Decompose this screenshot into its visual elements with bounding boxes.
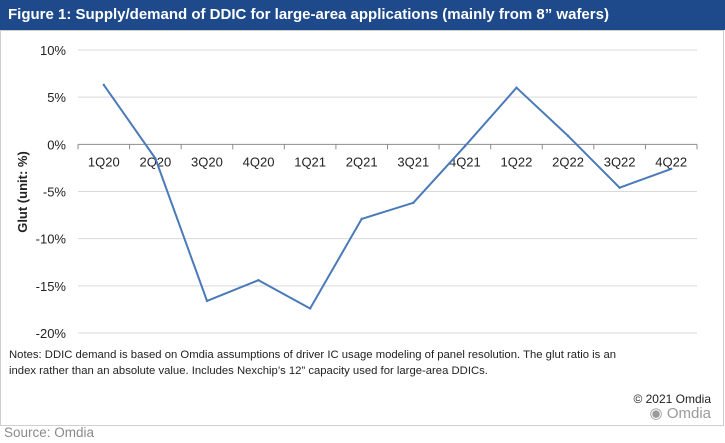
data-point [618, 186, 621, 189]
x-tick-label: 1Q22 [501, 154, 533, 169]
line-chart: 10%5%0%-5%-10%-15%-20% 1Q20 2Q20 3Q20 4Q20 1… [15, 43, 698, 341]
y-tick-label: -5% [43, 185, 67, 200]
x-tick-label: 3Q22 [604, 154, 636, 169]
data-point [102, 83, 105, 87]
copyright: © 2021 Omdia [633, 392, 711, 406]
title-bar: Figure 1: Supply/demand of DDIC for larg… [0, 0, 725, 30]
data-point [566, 134, 570, 138]
data-point [360, 217, 363, 221]
x-tick-label: 1Q20 [88, 154, 120, 169]
y-axis-ticks: 10% 5% 0% -5% -10% -15% -20% [36, 43, 67, 341]
chart-frame [0, 30, 724, 426]
data-point [154, 157, 157, 160]
data-point [670, 167, 673, 171]
x-tick-label: 3Q20 [191, 154, 223, 169]
y-tick-label: 10% [40, 43, 66, 58]
data-point [205, 299, 209, 303]
data-point [412, 201, 415, 205]
data-point [257, 278, 260, 282]
x-axis-ticks: 1Q20 2Q20 3Q20 4Q20 1Q21 2Q21 3Q21 4Q21 1Q22 2Q22… [88, 154, 687, 169]
y-tick-label: 0% [47, 137, 66, 152]
x-tick-label: 1Q21 [294, 154, 326, 169]
y-tick-label: -10% [36, 232, 67, 247]
y-tick-label: -15% [36, 279, 67, 294]
x-tick-label: 3Q21 [397, 154, 429, 169]
x-tick-label: 4Q20 [243, 154, 275, 169]
x-tick-label: 2Q21 [346, 154, 378, 169]
zero-axis [77, 143, 698, 150]
data-point [515, 86, 518, 89]
x-tick-label: 4Q22 [655, 154, 687, 169]
gridlines [78, 49, 697, 334]
y-axis-label: Glut (unit: %) [15, 151, 30, 233]
data-point [463, 145, 467, 148]
watermark: ◉ Omdia [650, 404, 711, 422]
y-tick-label: -20% [36, 326, 67, 341]
x-tick-label: 2Q20 [139, 154, 171, 169]
x-tick-label: 2Q22 [552, 154, 584, 169]
x-tick-label: 4Q21 [449, 154, 481, 169]
watermark-icon: ◉ [649, 405, 667, 422]
y-tick-label: 5% [47, 90, 66, 105]
series-layer [102, 83, 673, 310]
data-point [308, 307, 312, 310]
watermark-text: Omdia [666, 405, 711, 422]
chart-title: Figure 1: Supply/demand of DDIC for larg… [8, 6, 609, 23]
series-line [102, 84, 672, 310]
source: Source: Omdia [4, 425, 95, 440]
chart-notes: Notes: DDIC demand is based on Omdia ass… [9, 349, 617, 377]
